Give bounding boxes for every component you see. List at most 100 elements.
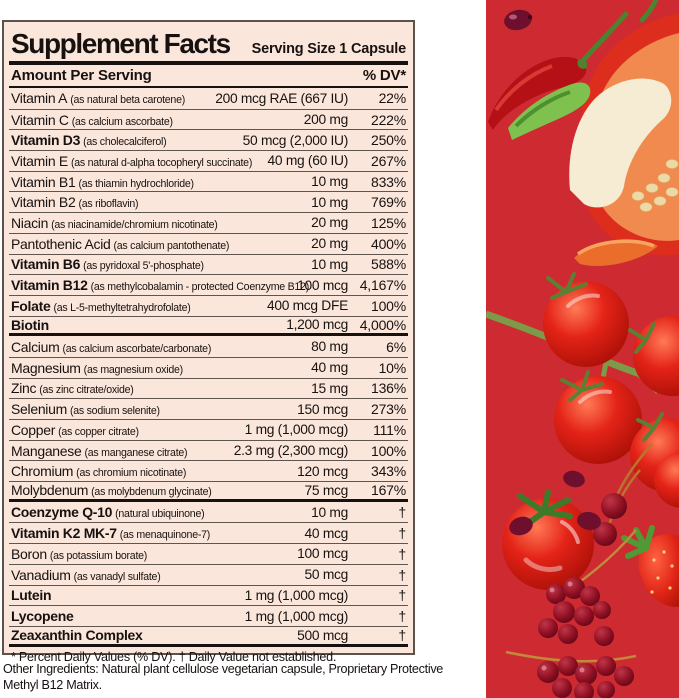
nutrient-name: Vitamin K2 MK-7 <box>11 525 117 542</box>
nutrient-source: (as natural beta carotene) <box>70 94 185 107</box>
nutrient-dv: 833% <box>370 173 406 190</box>
serving-size: Serving Size 1 Capsule <box>251 41 407 57</box>
nutrient-name: Copper <box>11 421 56 438</box>
dv-header: % DV* <box>362 67 406 84</box>
nutrient-amount: 40 mg <box>311 360 348 376</box>
nutrient-dv: † <box>398 504 406 521</box>
nutrient-row: Magnesium (as magnesium oxide) 40 mg 10% <box>9 356 408 378</box>
nutrient-source: (as L-5-methyltetrahydrofolate) <box>53 301 191 314</box>
nutrient-dv: † <box>398 545 406 562</box>
nutrient-row: Copper (as copper citrate) 1 mg (1,000 mcg… <box>9 419 408 440</box>
nutrient-name: Manganese <box>11 442 82 459</box>
nutrient-source: (as calcium ascorbate/carbonate) <box>62 342 212 355</box>
nutrient-amount: 75 mcg <box>304 482 349 498</box>
nutrient-source: (natural ubiquinone) <box>115 508 205 521</box>
nutrient-dv: 167% <box>370 482 406 499</box>
nutrient-source: (as natural d-alpha tocopheryl succinate… <box>70 156 253 169</box>
red-currant-sprig-icon <box>538 529 637 646</box>
nutrient-row: Selenium (as sodium selenite) 150 mcg 273% <box>9 398 408 419</box>
nutrient-source: (as magnesium oxide) <box>83 363 183 376</box>
nutrient-amount: 100 mcg <box>297 546 348 562</box>
nutrient-amount: 80 mg <box>311 339 348 355</box>
nutrient-amount: 2.3 mg (2,300 mcg) <box>233 443 349 459</box>
nutrient-row: Vitamin D3 (as cholecalciferol) 50 mcg (2,… <box>9 129 408 150</box>
nutrient-name: Vitamin E <box>11 152 68 169</box>
nutrient-row: Biotin 1,200 mcg 4,000% <box>9 315 408 337</box>
nutrient-row: Vitamin A (as natural beta carotene) 200 m… <box>9 88 408 109</box>
nutrient-dv: † <box>398 525 406 542</box>
nutrient-name: Coenzyme Q-10 <box>11 504 113 521</box>
nutrient-dv: 100% <box>370 297 406 314</box>
nutrient-name: Calcium <box>11 338 60 355</box>
produce-collage <box>486 0 679 698</box>
nutrient-source: (as calcium ascorbate) <box>71 115 173 128</box>
produce-photo-panel <box>486 0 679 698</box>
nutrient-dv: 111% <box>373 421 406 438</box>
nutrient-dv: † <box>398 587 406 604</box>
panel-header: Supplement Facts Serving Size 1 Capsule <box>9 22 408 59</box>
nutrient-name: Selenium <box>11 401 67 418</box>
nutrient-name: Niacin <box>11 214 49 231</box>
nutrient-amount: 100 mcg <box>297 277 348 293</box>
nutrient-amount: 400 mcg DFE <box>266 298 348 314</box>
nutrient-source: (as copper citrate) <box>58 425 139 438</box>
nutrient-row: Zinc (as zinc citrate/oxide) 15 mg 136% <box>9 377 408 399</box>
nutrient-dv: 22% <box>378 90 407 107</box>
nutrient-dv: 100% <box>370 442 406 459</box>
nutrient-source: (as calcium pantothenate) <box>113 239 230 252</box>
nutrient-source: (as chromium nicotinate) <box>76 467 187 480</box>
nutrient-name: Vitamin B12 <box>11 277 88 294</box>
nutrient-name: Vitamin A <box>11 90 68 107</box>
nutrient-row: Molybdenum (as molybdenum glycinate) 75 mc… <box>9 481 408 502</box>
nutrient-dv: 343% <box>370 463 406 480</box>
nutrient-amount: 500 mcg <box>297 627 348 643</box>
nutrient-row: Boron (as potassium borate) 100 mcg † <box>9 543 408 564</box>
nutrient-source: (as potassium borate) <box>49 549 148 562</box>
nutrient-row: Lutein 1 mg (1,000 mcg) † <box>9 584 408 606</box>
nutrient-dv: 222% <box>370 111 406 128</box>
other-ingredients: Other Ingredients: Natural plant cellulo… <box>3 662 444 692</box>
strawberry-icon <box>621 525 679 607</box>
nutrient-source: (as menaquinone-7) <box>119 529 211 542</box>
nutrient-row: Folate (as L-5-methyltetrahydrofolate) 400… <box>9 294 408 316</box>
nutrient-source: (as thiamin hydrochloride) <box>78 177 194 190</box>
nutrient-amount: 20 mg <box>311 236 348 252</box>
nutrient-amount: 1 mg (1,000 mcg) <box>244 587 349 603</box>
nutrient-name: Lycopene <box>11 608 74 625</box>
nutrient-row: Vitamin B2 (as riboflavin) 10 mg 769% <box>9 191 408 212</box>
nutrient-row: Niacin (as niacinamide/chromium nicotinat… <box>9 212 408 233</box>
nutrient-row: Vitamin C (as calcium ascorbate) 200 mg 222… <box>9 108 408 130</box>
nutrient-amount: 120 mcg <box>297 463 348 479</box>
nutrient-name: Vitamin B2 <box>11 194 76 211</box>
nutrient-name: Vitamin B6 <box>11 256 81 273</box>
nutrient-dv: † <box>398 608 406 625</box>
thick-divider <box>9 61 408 65</box>
red-bell-pepper-half-icon <box>508 0 679 256</box>
nutrient-row: Pantothenic Acid (as calcium pantothenate… <box>9 232 408 254</box>
nutrient-name: Pantothenic Acid <box>11 235 111 252</box>
nutrient-amount: 15 mg <box>311 380 348 396</box>
nutrient-source: (as methylcobalamin - protected Coenzyme… <box>90 281 310 294</box>
nutrient-amount: 40 mcg <box>304 525 349 541</box>
nutrient-dv: 250% <box>370 132 406 149</box>
nutrient-name: Boron <box>11 545 47 562</box>
nutrient-source: (as pyridoxal 5'-phosphate) <box>83 260 204 273</box>
nutrient-amount: 50 mcg (2,000 IU) <box>242 132 349 148</box>
nutrient-name: Magnesium <box>11 359 81 376</box>
nutrient-name: Zinc <box>11 380 37 397</box>
nutrient-dv: † <box>398 566 406 583</box>
cherries-icon <box>509 443 653 546</box>
nutrient-amount: 1,200 mcg <box>286 317 348 333</box>
nutrient-name: Lutein <box>11 587 52 604</box>
nutrient-row: Lycopene 1 mg (1,000 mcg) † <box>9 605 408 626</box>
dv-footnote: * Percent Daily Values (% DV). † Daily V… <box>11 649 337 664</box>
nutrient-dv: 400% <box>370 235 406 252</box>
nutrient-dv: 267% <box>370 152 406 169</box>
orange-pepper-slice-icon <box>574 239 658 266</box>
nutrient-name: Zeaxanthin Complex <box>11 627 143 644</box>
pomegranate-seed-icon <box>504 9 533 31</box>
nutrient-source: (as niacinamide/chromium nicotinate) <box>51 218 218 231</box>
nutrient-dv: 136% <box>370 380 406 397</box>
nutrient-dv: 273% <box>370 401 406 418</box>
nutrient-amount: 20 mg <box>311 215 348 231</box>
